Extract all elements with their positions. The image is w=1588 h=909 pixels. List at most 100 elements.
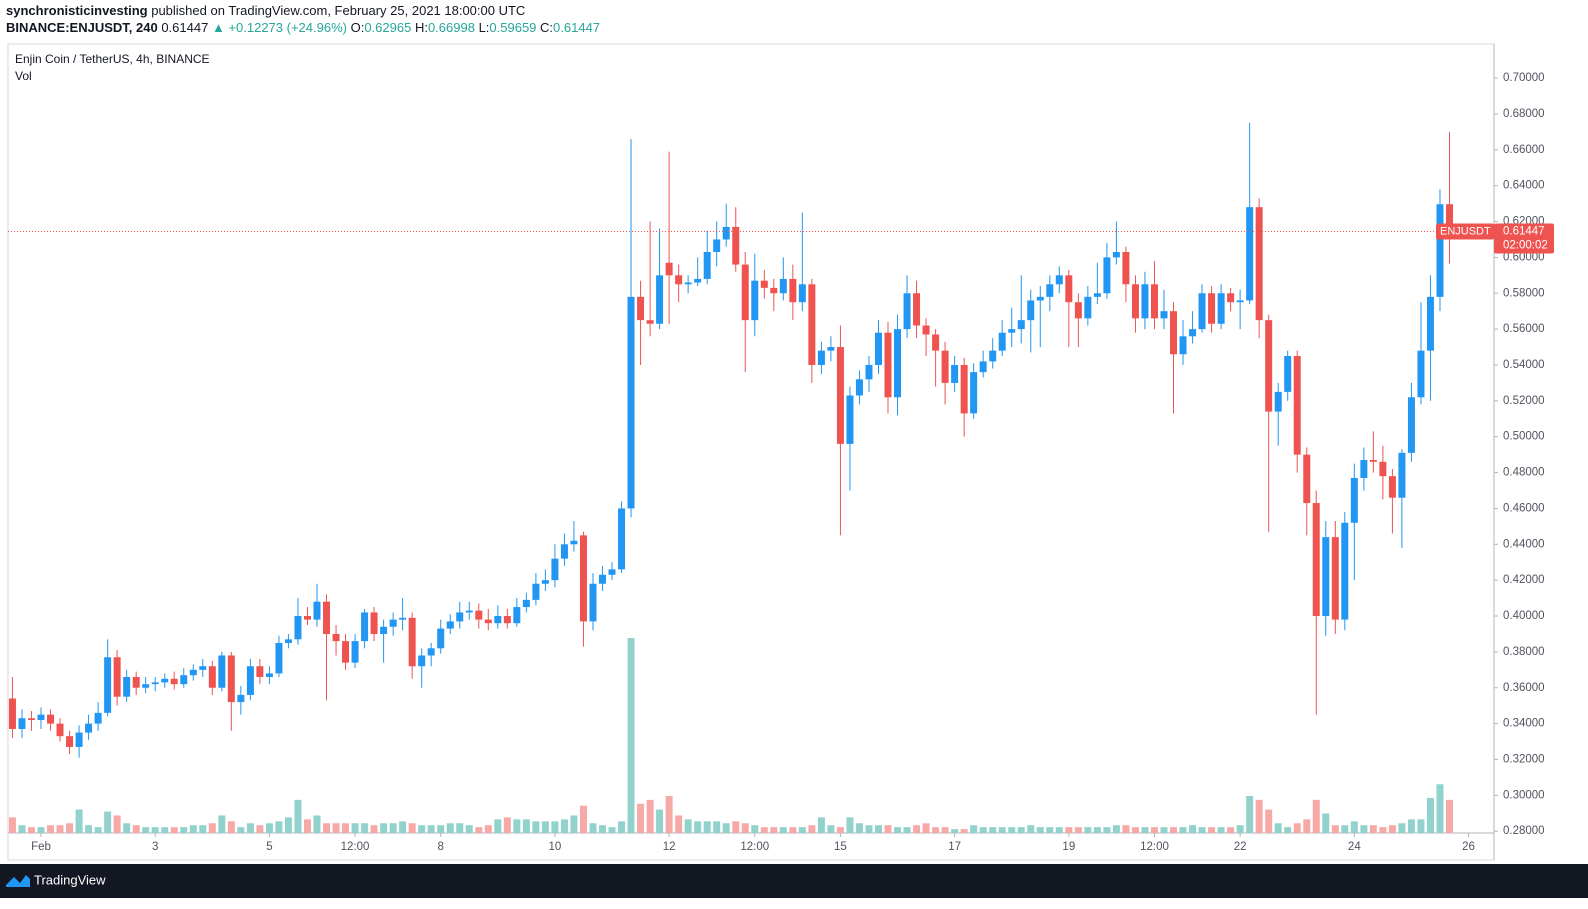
volume-bar — [732, 821, 740, 833]
candle-body — [1131, 284, 1139, 319]
legend-volume: Vol — [15, 69, 32, 83]
candle-body — [913, 293, 921, 326]
volume-bar — [1322, 813, 1330, 833]
candle-body — [1312, 503, 1320, 617]
volume-bar — [408, 823, 416, 833]
c-value: 0.61447 — [553, 20, 600, 35]
candle-body — [8, 698, 16, 729]
candle-body — [1179, 336, 1187, 355]
volume-bar — [1350, 821, 1358, 833]
volume-bar — [218, 815, 226, 833]
candle-body — [389, 619, 397, 627]
volume-bar — [1150, 827, 1158, 833]
candle-body — [370, 612, 378, 634]
volume-bar — [1189, 825, 1197, 833]
volume-bar — [1417, 819, 1425, 833]
candle-body — [1008, 329, 1016, 333]
candle-body — [1160, 311, 1168, 319]
volume-bar — [694, 821, 702, 833]
candle-body — [627, 296, 635, 509]
header-line-1: synchronisticinvesting published on Trad… — [6, 3, 525, 18]
x-tick-label: 12:00 — [341, 841, 370, 853]
volume-bar — [1008, 827, 1016, 833]
volume-bar — [1265, 809, 1273, 833]
candle-body — [1265, 320, 1273, 412]
volume-bar — [618, 821, 626, 833]
volume-bar — [456, 823, 464, 833]
volume-bar — [646, 799, 654, 833]
candle-body — [246, 666, 254, 695]
candle-body — [1103, 257, 1111, 294]
candle-body — [855, 379, 863, 396]
candle-body — [104, 657, 112, 713]
volume-bar — [265, 823, 273, 833]
volume-bar — [570, 815, 578, 833]
candle-body — [323, 601, 331, 634]
volume-bar — [418, 825, 426, 833]
volume-bar — [113, 815, 121, 833]
price-badge — [1494, 223, 1554, 254]
volume-bar — [722, 823, 730, 833]
volume-bar — [256, 825, 264, 833]
volume-bar — [123, 823, 131, 833]
volume-bar — [903, 827, 911, 833]
volume-bar — [37, 827, 45, 833]
candle-body — [1046, 284, 1054, 297]
candle-body — [989, 350, 997, 362]
candle-body — [846, 395, 854, 444]
volume-bar — [1426, 797, 1434, 833]
candle-body — [1065, 275, 1073, 303]
volume-bar — [1446, 799, 1454, 833]
volume-bar — [665, 795, 673, 833]
volume-bar — [1217, 827, 1225, 833]
footer-bar — [0, 864, 1588, 898]
volume-bar — [541, 821, 549, 833]
volume-bar — [1036, 827, 1044, 833]
candle-body — [170, 678, 178, 685]
y-tick-label: 0.60000 — [1503, 251, 1545, 263]
volume-bar — [922, 823, 930, 833]
volume-bar — [637, 803, 645, 833]
candle-body — [1141, 284, 1149, 319]
volume-bar — [475, 827, 483, 833]
candle-body — [1036, 296, 1044, 301]
volume-bar — [598, 825, 606, 833]
candle-body — [380, 626, 388, 634]
footer-brand: TradingView — [34, 872, 106, 887]
volume-bar — [884, 825, 892, 833]
candle-body — [342, 641, 350, 663]
h-label: H: — [415, 20, 428, 35]
candle-body — [142, 684, 150, 688]
candle-body — [1112, 252, 1120, 258]
volume-bar — [75, 809, 83, 833]
candle-body — [1446, 204, 1454, 232]
volume-bar — [208, 823, 216, 833]
volume-bar — [1379, 827, 1387, 833]
candle-body — [1398, 452, 1406, 498]
candle-body — [1293, 356, 1301, 455]
candle-body — [665, 262, 673, 276]
candle-body — [1436, 204, 1444, 297]
o-value: 0.62965 — [364, 20, 411, 35]
y-tick-label: 0.36000 — [1503, 682, 1545, 694]
candle-body — [637, 296, 645, 321]
candle-body — [1350, 477, 1358, 523]
candle-body — [208, 666, 216, 688]
candle-body — [894, 329, 902, 398]
candle-body — [1236, 300, 1244, 303]
l-label: L: — [479, 20, 490, 35]
volume-bar — [579, 805, 587, 833]
volume-bar — [1388, 825, 1396, 833]
volume-bar — [817, 817, 825, 833]
candle-body — [180, 675, 188, 685]
candle-body — [922, 325, 930, 335]
volume-bar — [47, 825, 55, 833]
candle-body — [475, 610, 483, 620]
candle-body — [1093, 293, 1101, 297]
candle-body — [684, 282, 692, 285]
candle-body — [1217, 293, 1225, 324]
candle-body — [1417, 350, 1425, 398]
volume-bar — [1274, 823, 1282, 833]
x-tick-label: 19 — [1062, 841, 1075, 853]
